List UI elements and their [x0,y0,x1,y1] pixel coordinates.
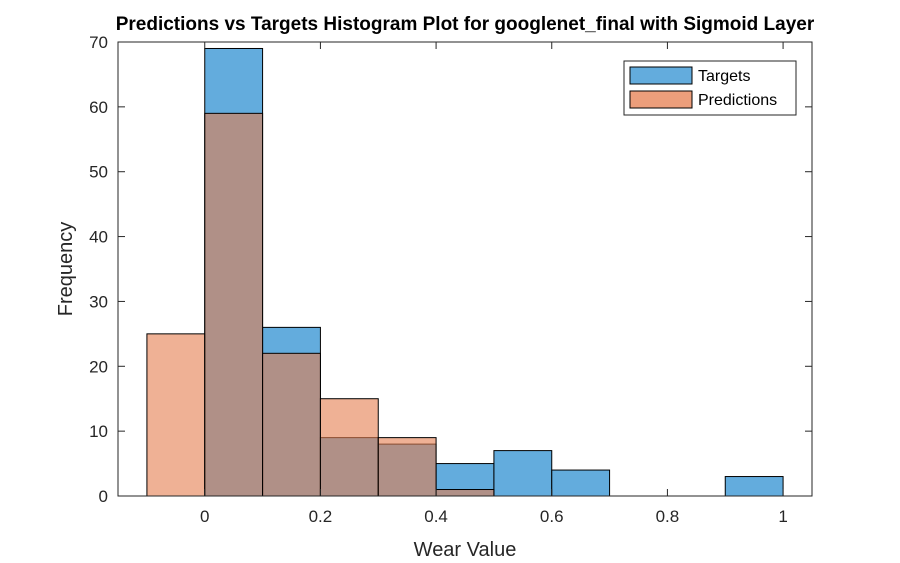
y-tick-label-3: 30 [89,292,108,311]
y-tick-label-1: 10 [89,422,108,441]
predictions-bar-0 [146,333,206,497]
legend-label-targets: Targets [698,68,750,85]
y-tick-label-4: 40 [89,228,108,247]
x-tick-label-1: 0.2 [309,507,333,526]
predictions-bar-4 [377,437,437,497]
x-tick-label-5: 1 [778,507,787,526]
y-ticks: 0 10 20 30 40 50 60 70 [89,33,812,506]
x-tick-label-3: 0.6 [540,507,564,526]
x-ticks: 0 0.2 0.4 0.6 0.8 1 [200,42,788,526]
y-tick-label-5: 50 [89,163,108,182]
predictions-bar-2 [262,352,321,497]
legend-label-predictions: Predictions [698,92,777,109]
legend-swatch-targets [629,66,693,85]
predictions-bar-1 [204,112,264,497]
y-tick-label-6: 60 [89,98,108,117]
x-tick-label-4: 0.8 [656,507,680,526]
targets-bar-6 [551,469,611,497]
legend-swatch-predictions [629,90,693,109]
y-axis-label: Frequency [55,222,77,317]
chart-title: Predictions vs Targets Histogram Plot fo… [116,14,815,35]
x-axis-label: Wear Value [414,539,517,561]
axes-box [117,41,813,497]
axes [117,41,813,497]
histogram-bars [146,47,784,497]
predictions-bar-3 [319,398,379,497]
targets-bar-5 [493,450,553,497]
y-tick-label-2: 20 [89,357,108,376]
targets-bar-7 [724,476,784,497]
legend: Targets Predictions [623,60,797,116]
y-tick-label-7: 70 [89,33,108,52]
predictions-bar-5 [435,489,495,497]
y-tick-label-0: 0 [99,487,108,506]
x-tick-label-2: 0.4 [424,507,448,526]
x-tick-label-0: 0 [200,507,209,526]
